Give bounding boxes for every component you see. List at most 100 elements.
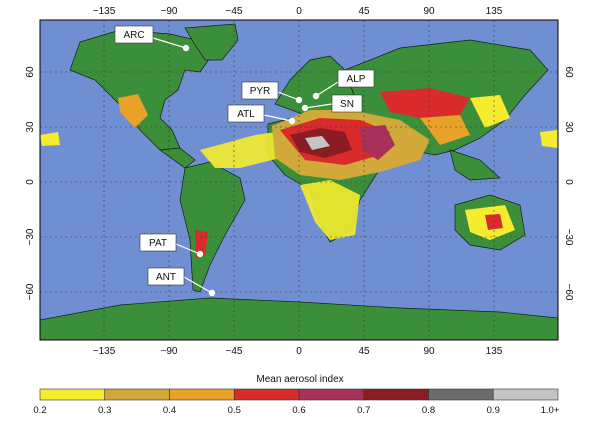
site-label-pyr: PYR [250,86,271,97]
colorbar-swatch [169,388,235,401]
aerosol-east-asia [470,95,510,128]
site-leader-line [304,103,333,109]
site-label-alp: ALP [347,74,366,85]
colorbar-swatch [363,388,429,401]
central-america [159,147,196,169]
site-ant: ANT [147,267,216,297]
lat-tick-right: 60 [563,66,574,78]
greenland [184,23,239,61]
site-label-box [227,104,265,123]
site-leader-line [152,37,187,49]
site-atl: ATL [227,104,296,125]
lat-tick-right: −30 [563,229,574,246]
colorbar-swatch [104,388,170,401]
colorbar-swatch [298,388,365,401]
colorbar-swatch [428,388,494,401]
lon-tick-bottom: −90 [161,346,178,357]
lat-tick-left: −60 [25,283,36,300]
lon-tick-top: −135 [93,6,116,17]
site-label-atl: ATL [237,109,255,120]
lon-tick-top: 45 [358,6,370,17]
colorbar-legend: Mean aerosol index 0.2 0.3 0.4 0.5 0.6 0.7 0.8… [33,374,559,416]
site-label-box [114,25,154,44]
site-dot [301,104,309,112]
land-masses [40,23,558,340]
site-label-box [139,233,177,252]
lat-tick-left: 60 [25,66,36,78]
graticule [40,20,558,340]
south-america [179,161,246,293]
site-pyr: PYR [241,81,303,104]
site-dot [288,117,296,125]
site-dot [208,289,216,297]
site-leader-line [277,91,300,101]
lon-ticks-bottom: −135 −90 −45 0 45 90 135 [93,346,503,357]
lat-ticks-right: 60 30 0 −30 −60 [563,66,574,300]
world-map [40,20,558,340]
lat-tick-left: −30 [25,228,36,245]
site-arc: ARC [114,25,190,52]
lat-tick-right: 30 [563,121,574,133]
site-label-box [241,81,279,100]
lon-tick-bottom: −45 [226,346,243,357]
colorbar-ticks: 0.2 0.3 0.4 0.5 0.6 0.7 0.8 0.9 1.0+ [33,405,559,416]
site-leader-line [175,243,201,255]
colorbar-tick-label: 0.3 [98,405,111,416]
lon-tick-top: −90 [161,6,178,17]
aerosol-southern-africa [300,180,360,240]
aerosol-sahara-peak [305,136,330,150]
lon-tick-bottom: 90 [423,346,435,357]
southeast-asia [449,149,501,181]
colorbar-tick-label: 0.6 [292,405,305,416]
aerosol-pacific-east [40,132,60,146]
site-dot [182,44,190,52]
site-leader-line [263,114,293,122]
aerosol-index-overlay [40,88,558,258]
aerosol-patagonia [195,230,208,258]
colorbar-tick-label: 0.7 [357,405,370,416]
lon-tick-bottom: 135 [486,346,503,357]
site-label-ant: ANT [156,272,176,283]
site-alp: ALP [312,69,375,100]
lon-ticks-top: −135 −90 −45 0 45 90 135 [93,6,503,17]
site-dot [295,96,303,104]
site-label-box [147,267,185,286]
colorbar-tick-label: 0.8 [422,405,435,416]
site-dot [196,250,204,258]
aerosol-western-us [118,94,148,128]
site-dot [312,92,320,100]
lon-tick-top: 0 [296,6,302,17]
colorbar-tick-label: 0.5 [228,405,241,416]
site-label-arc: ARC [123,30,144,41]
aerosol-south-asia [420,115,470,145]
legend-title: Mean aerosol index [256,374,343,385]
lat-tick-left: 0 [25,179,36,185]
site-leader-line [183,276,213,294]
lon-tick-bottom: 0 [296,346,302,357]
lon-tick-bottom: −135 [93,346,116,357]
antarctica [40,297,558,340]
site-pat: PAT [139,233,204,258]
lon-tick-top: 90 [423,6,435,17]
map-frame [39,19,559,341]
lat-ticks-left: 60 30 0 −30 −60 [25,66,36,300]
colorbar-tick-label: 0.9 [487,405,500,416]
site-leader-line [315,81,339,97]
site-sn: SN [301,94,363,113]
lon-tick-top: 135 [486,6,503,17]
aerosol-pacific-west [540,130,558,148]
site-label-sn: SN [340,99,354,110]
lon-tick-top: −45 [226,6,243,17]
colorbar-tick-label: 0.4 [163,405,176,416]
colorbar-tick-label: 0.2 [33,405,46,416]
colorbar [39,388,559,401]
aerosol-central-asia [380,88,470,118]
site-markers: ARC ALP PYR SN ATL [114,25,375,297]
colorbar-swatch [39,388,106,401]
site-label-box [337,69,375,88]
site-label-pat: PAT [149,238,167,249]
colorbar-swatch [233,388,300,401]
colorbar-swatch [492,388,559,401]
site-label-box [331,94,363,113]
